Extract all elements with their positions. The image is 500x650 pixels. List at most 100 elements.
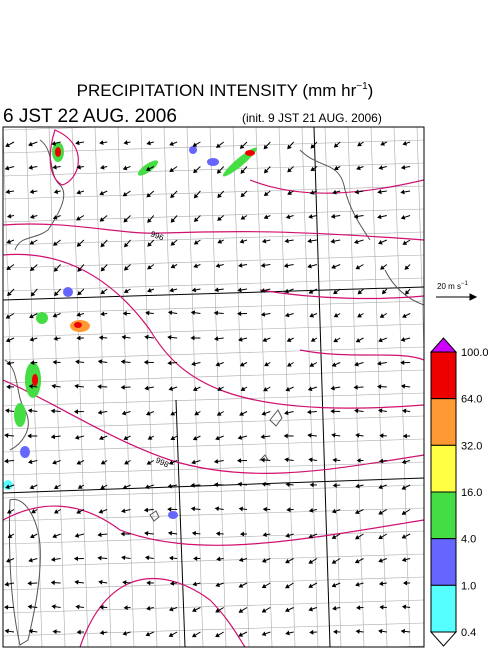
wind-arrow-head	[402, 141, 408, 146]
wind-arrow-head	[123, 288, 129, 293]
wind-arrow-head	[143, 359, 148, 365]
wind-arrow-head	[331, 534, 337, 539]
wind-arrow-head	[100, 289, 106, 295]
wind-arrow-head	[31, 509, 36, 514]
wind-arrow-head	[97, 409, 102, 415]
wind-arrow-head	[356, 458, 361, 463]
wind-arrow-head	[216, 411, 222, 416]
wind-arrow-head	[401, 534, 407, 539]
wind-arrow-head	[74, 533, 80, 538]
wind-arrow-head	[379, 433, 384, 439]
wind-arrow-head	[5, 484, 10, 489]
wind-arrow-head	[51, 604, 56, 610]
wind-arrow-head	[76, 629, 81, 635]
wind-arrow-head	[30, 291, 36, 297]
init-time: (init. 9 JST 21 AUG. 2006)	[242, 111, 382, 125]
colorbar: 100.0 64.0 32.0 16.0 4.0 1.0 0.4	[429, 337, 489, 647]
wind-arrow-head	[262, 532, 267, 538]
wind-arrow-head	[260, 311, 266, 317]
wind-arrow-head	[193, 217, 199, 223]
wind-arrow-head	[333, 337, 339, 343]
wind-arrow-head	[261, 411, 267, 416]
wind-arrow-head	[193, 168, 198, 174]
wind-arrow-head	[333, 313, 339, 318]
wind-arrow-head	[284, 410, 289, 416]
wind-arrow-head	[120, 531, 125, 537]
wind-arrow-head	[354, 509, 360, 515]
wind-arrow-head	[121, 508, 126, 514]
wind-arrow-head	[147, 264, 152, 270]
wind-arrow-head	[147, 287, 152, 293]
wind-arrow-head	[332, 605, 337, 611]
meridian	[486, 127, 500, 647]
wind-arrow-head	[376, 360, 382, 366]
colorbar-label: 4.0	[461, 534, 476, 546]
wind-arrow-head	[145, 310, 150, 316]
wind-arrow-head	[76, 312, 81, 317]
wind-arrow-head	[401, 485, 407, 490]
valid-time: 6 JST 22 AUG. 2006	[3, 106, 177, 127]
wind-arrow-head	[74, 579, 79, 585]
colorbar-label: 16.0	[461, 487, 482, 499]
wind-arrow-head	[4, 581, 9, 587]
wind-arrow-head	[307, 433, 312, 438]
wind-arrow-head	[145, 166, 151, 171]
wind-arrow-head	[5, 558, 11, 563]
wind-arrow-head	[310, 337, 316, 342]
wind-arrow-head	[213, 482, 219, 488]
meridian	[463, 127, 479, 647]
wind-arrow-head	[237, 435, 243, 440]
wind-arrow-head	[285, 214, 291, 220]
wind-arrow-head	[97, 359, 103, 365]
wind-arrow-head	[287, 167, 292, 173]
wind-arrow-head	[194, 411, 200, 416]
wind-arrow-head	[6, 265, 12, 270]
wind-arrow-head	[333, 143, 339, 148]
wind-arrow-head	[309, 313, 315, 318]
wind-arrow-head	[193, 240, 199, 245]
wind-arrow-head	[238, 608, 244, 613]
wind-arrow-head	[355, 582, 360, 587]
wind-arrow-head	[167, 310, 173, 316]
wind-arrow-head	[122, 630, 128, 636]
wind-arrow-head	[100, 484, 105, 490]
wind-arrow-head	[262, 337, 268, 342]
meridian	[186, 127, 204, 647]
wind-arrow-head	[215, 361, 221, 367]
wind-arrow-head	[4, 433, 9, 438]
wind-arrow-head	[240, 386, 246, 391]
wind-arrow-head	[120, 359, 126, 365]
wind-arrow-head	[402, 240, 408, 245]
wind-arrow-head	[355, 629, 360, 634]
wind-vectors	[4, 140, 411, 638]
wind-arrow-head	[100, 164, 105, 170]
wind-arrow-head	[240, 215, 246, 220]
parallel	[3, 162, 424, 177]
wind-arrow-head	[6, 239, 12, 244]
wind-arrow-head	[260, 434, 265, 440]
wind-arrow-head	[403, 580, 408, 586]
colorbar-top-triangle	[429, 337, 458, 353]
wind-arrow-head	[51, 140, 56, 146]
wind-arrow-head	[405, 290, 410, 295]
wind-arrow-head	[262, 506, 267, 512]
wind-arrow-head	[401, 510, 407, 515]
wind-arrow-head	[217, 239, 223, 244]
wind-arrow-head	[308, 289, 314, 294]
wind-arrow-head	[333, 629, 338, 635]
wind-arrow-head	[7, 509, 12, 514]
wind-arrow-head	[331, 582, 337, 588]
vector-scale-text: 20 m s	[437, 282, 461, 291]
wind-arrow-head	[215, 263, 221, 268]
wind-arrow-head	[146, 580, 151, 586]
wind-arrow-head	[237, 287, 242, 293]
wind-arrow-head	[190, 482, 195, 488]
wind-arrow-head	[76, 460, 82, 465]
parallel	[3, 127, 110, 131]
wind-arrow-head	[50, 408, 55, 414]
wind-arrow-head	[402, 313, 407, 318]
wind-arrow-head	[145, 555, 150, 561]
wind-arrow-head	[76, 242, 82, 247]
wind-arrow-head	[217, 386, 222, 391]
wind-arrow-head	[121, 410, 127, 416]
